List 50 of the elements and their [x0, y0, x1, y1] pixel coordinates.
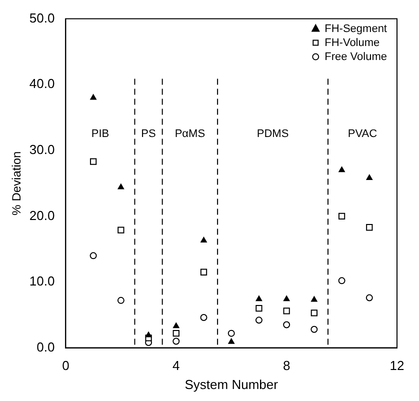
legend-label: FH-Volume — [324, 36, 380, 49]
x-axis-title: System Number — [184, 376, 279, 392]
point — [200, 268, 208, 276]
point — [283, 296, 290, 302]
point — [311, 296, 318, 302]
point — [172, 338, 180, 345]
point — [118, 184, 124, 190]
point — [310, 326, 318, 333]
legend-label: Free Volume — [324, 50, 388, 63]
point — [338, 212, 346, 220]
point — [228, 338, 234, 344]
point — [283, 308, 290, 314]
point — [310, 310, 318, 316]
point — [90, 94, 96, 100]
point — [256, 296, 262, 302]
point — [338, 166, 345, 172]
point — [90, 252, 97, 260]
point — [200, 314, 208, 322]
legend-label: FH-Segment — [324, 22, 387, 35]
point — [366, 294, 373, 302]
y-tick-label: 0.0 — [36, 339, 55, 354]
annotation: PIB — [91, 128, 110, 140]
point — [366, 224, 373, 231]
annotation: PαMS — [174, 128, 206, 140]
point — [256, 304, 262, 312]
x-tick-label: 12 — [390, 358, 404, 374]
point — [366, 174, 372, 180]
y-axis-title: % Deviation — [10, 151, 24, 216]
annotation: PS — [141, 128, 156, 140]
annotation: PDMS — [256, 128, 289, 140]
y-tick-label: 40.0 — [29, 76, 55, 92]
point — [255, 316, 262, 324]
y-tick-label: 30.0 — [29, 142, 55, 157]
x-tick-label: 0 — [62, 358, 70, 374]
point — [200, 237, 207, 243]
point — [118, 226, 124, 234]
x-tick-label: 4 — [172, 358, 180, 374]
y-tick-label: 50.0 — [29, 10, 55, 26]
point — [145, 332, 152, 338]
point — [117, 296, 124, 304]
point — [338, 277, 346, 284]
point — [173, 322, 180, 328]
point — [172, 330, 180, 337]
point — [90, 158, 97, 165]
x-tick-label: 8 — [282, 358, 290, 374]
y-tick-label: 20.0 — [29, 208, 55, 223]
point — [228, 330, 235, 337]
annotation: PVAC — [348, 128, 378, 140]
point — [283, 321, 290, 328]
y-tick-label: 10.0 — [29, 274, 55, 289]
